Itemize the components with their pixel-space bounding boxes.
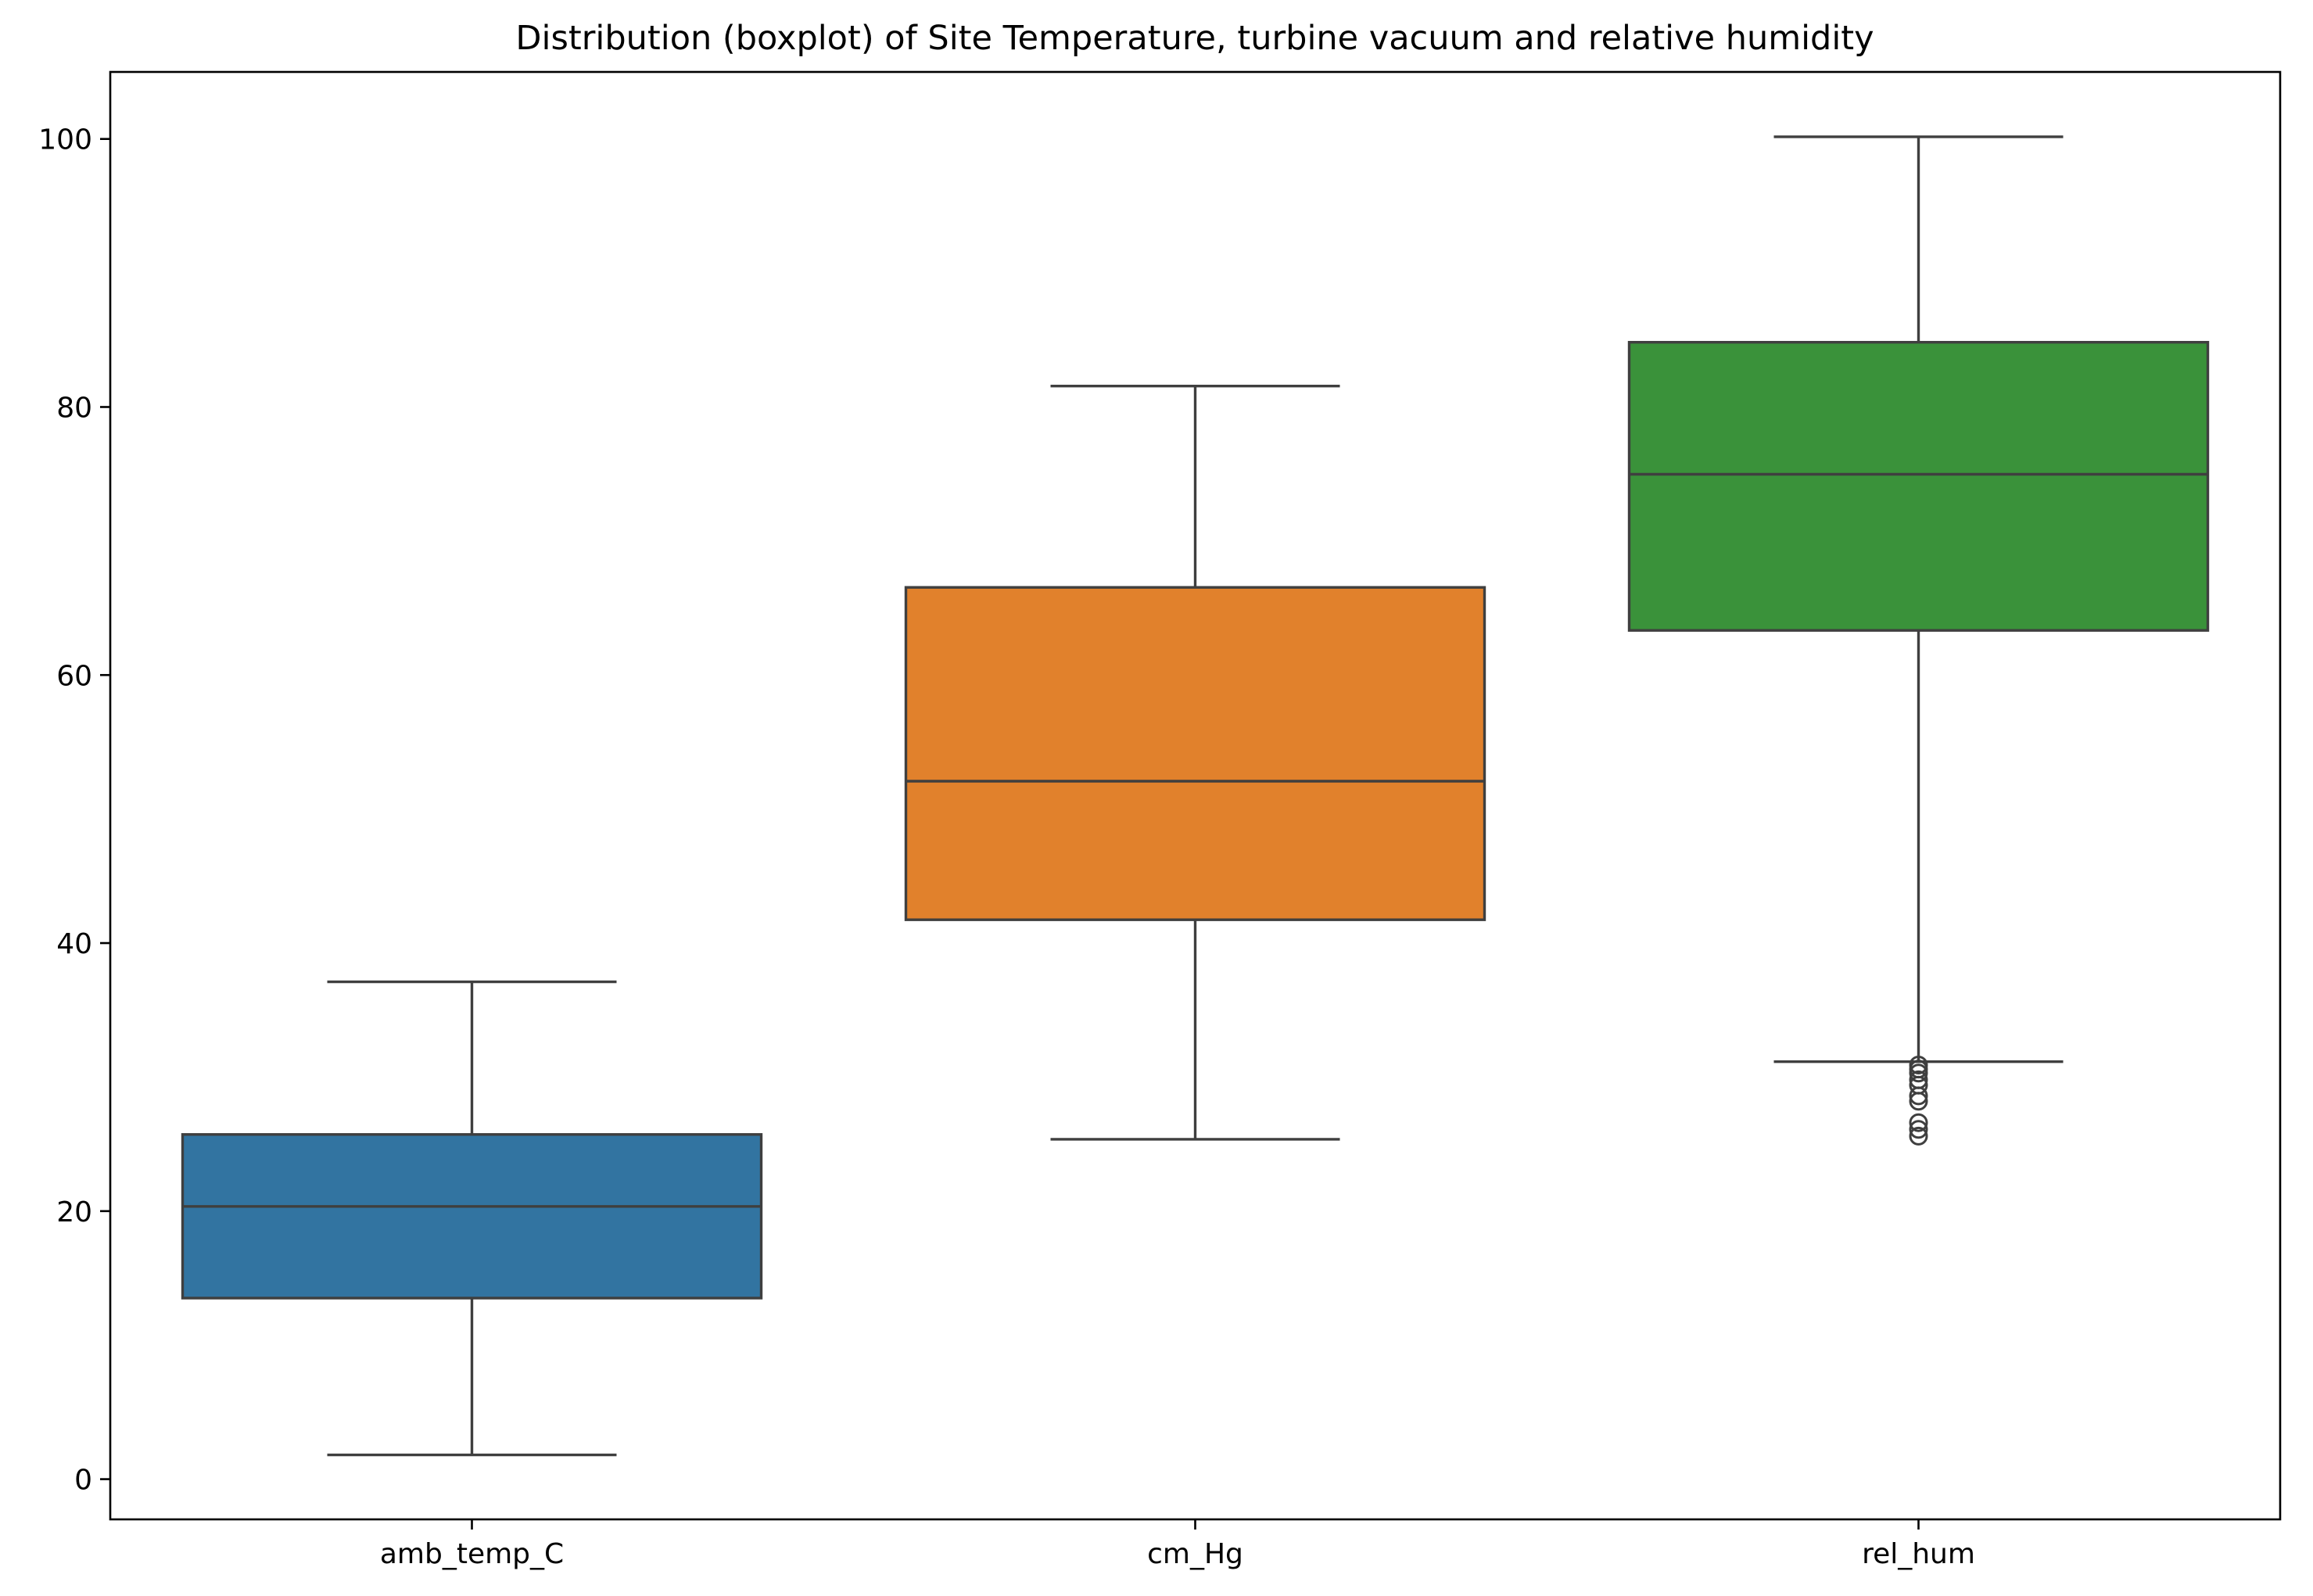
outlier-point	[1909, 1063, 1928, 1083]
y-tick-label: 80	[56, 392, 92, 424]
y-tick-label: 100	[38, 124, 92, 156]
box-iqr	[181, 1133, 763, 1300]
outlier-point	[1909, 1086, 1928, 1106]
x-tick-label: amb_temp_C	[380, 1538, 564, 1570]
box-iqr	[1627, 340, 2210, 632]
y-tick-label: 60	[56, 660, 92, 692]
plot-area: 0 20 40 60 80 100 amb_temp_C cm_Hg rel_hum	[38, 70, 2282, 1570]
outlier-point	[1909, 1126, 1928, 1146]
box-iqr	[904, 586, 1486, 921]
outlier-point	[1909, 1092, 1928, 1111]
y-tick-label: 0	[74, 1465, 92, 1497]
box-group-cm_Hg	[904, 385, 1486, 1141]
box-group-rel_hum	[1627, 135, 2210, 1146]
x-tick-label: cm_Hg	[1147, 1538, 1243, 1570]
outlier-point	[1909, 1113, 1928, 1132]
outlier-point	[1909, 1120, 1928, 1139]
x-tick-label: rel_hum	[1862, 1538, 1975, 1570]
y-tick-label: 20	[56, 1196, 92, 1228]
box-group-amb_temp_C	[181, 980, 763, 1457]
y-tick-label: 40	[56, 928, 92, 960]
chart-title: Distribution (boxplot) of Site Temperatu…	[515, 19, 1874, 58]
